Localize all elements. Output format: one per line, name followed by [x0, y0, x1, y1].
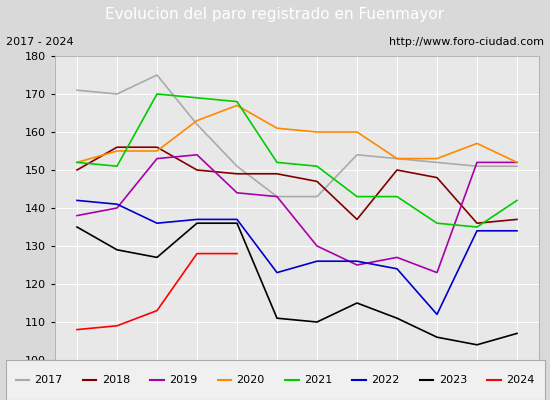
- Text: http://www.foro-ciudad.com: http://www.foro-ciudad.com: [389, 37, 544, 47]
- Text: 2017: 2017: [35, 375, 63, 385]
- Text: Evolucion del paro registrado en Fuenmayor: Evolucion del paro registrado en Fuenmay…: [106, 6, 444, 22]
- Text: 2021: 2021: [304, 375, 332, 385]
- Text: 2023: 2023: [439, 375, 467, 385]
- Text: 2020: 2020: [236, 375, 265, 385]
- Text: 2022: 2022: [371, 375, 400, 385]
- FancyBboxPatch shape: [6, 360, 544, 400]
- Text: 2017 - 2024: 2017 - 2024: [6, 37, 73, 47]
- Text: 2019: 2019: [169, 375, 197, 385]
- Text: 2018: 2018: [102, 375, 130, 385]
- Text: 2024: 2024: [506, 375, 535, 385]
